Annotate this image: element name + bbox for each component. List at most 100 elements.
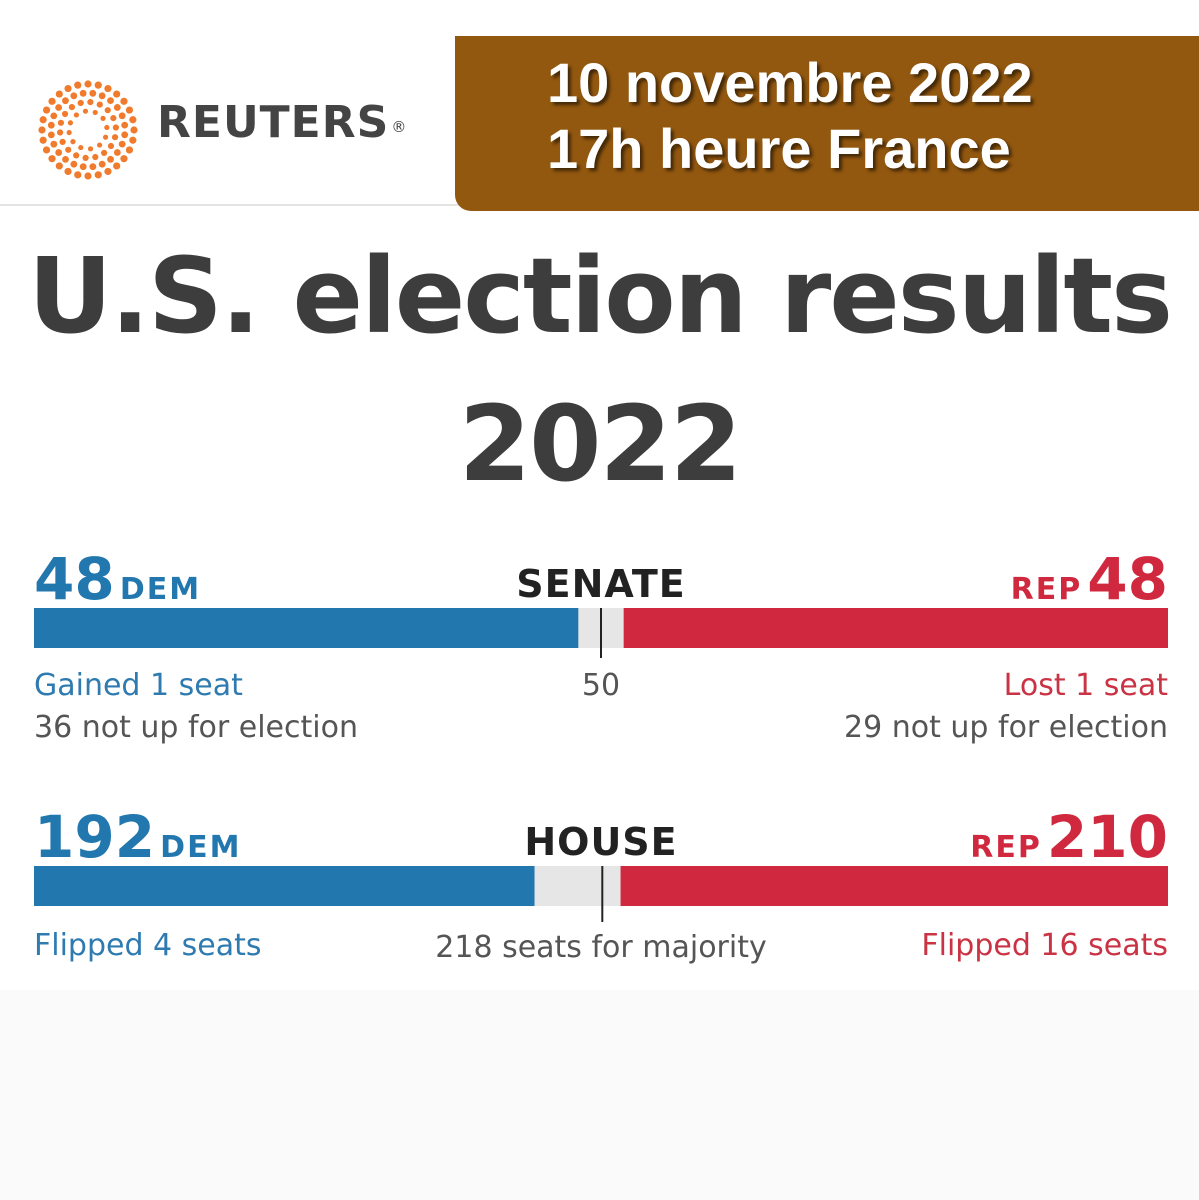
logo-dot-24 (113, 90, 121, 98)
logo-dot-45 (79, 89, 87, 97)
logo-dot-68 (110, 115, 117, 122)
logo-dot-80 (100, 115, 106, 121)
page-title: U.S. election results 2022 (0, 222, 1199, 518)
logo-dot-11 (48, 155, 56, 163)
logo-dot-25 (120, 97, 128, 105)
senate-rep-label: REP (1010, 572, 1083, 607)
logo-dot-8 (74, 171, 82, 179)
logo-dot-22 (94, 81, 102, 89)
logo-dot-41 (50, 112, 58, 120)
logo-dot-9 (64, 167, 72, 176)
house-dem-label: DEM (160, 830, 242, 865)
logo-dot-21 (84, 80, 92, 88)
logo-dot-39 (47, 131, 55, 139)
logo-dot-56 (82, 154, 89, 161)
title-line-1: U.S. election results (27, 235, 1173, 357)
logo-dot-72 (87, 146, 94, 152)
senate-section: 48 DEM SENATE REP 48 Gained 1 seat 36 no… (34, 548, 1168, 748)
logo-dot-74 (70, 139, 76, 145)
logo-dot-12 (42, 146, 51, 154)
logo-dot-51 (121, 121, 129, 129)
logo-dot-17 (48, 97, 56, 105)
logo-dot-35 (70, 160, 78, 168)
footer-area (0, 990, 1199, 1200)
house-rep-change: Flipped 16 seats (921, 928, 1168, 963)
title-line-2: 2022 (458, 383, 742, 505)
logo-dot-32 (98, 160, 106, 168)
logo-dot-5 (104, 167, 112, 176)
logo-dot-37 (55, 149, 63, 156)
house-threshold-label: 218 seats for majority (435, 930, 767, 965)
house-rep-head: REP 210 (970, 806, 1168, 868)
logo-dot-1 (129, 136, 137, 144)
logo-dot-64 (77, 99, 84, 107)
logo-dot-42 (55, 104, 63, 111)
logo-dot-61 (57, 119, 65, 126)
senate-dem-head: 48 DEM (34, 548, 201, 610)
logo-dot-60 (57, 129, 64, 136)
house-dem-change: Flipped 4 seats (34, 928, 262, 963)
logo-dot-63 (68, 103, 75, 111)
logo-dot-47 (98, 92, 106, 100)
logo-dot-38 (50, 140, 58, 148)
senate-dem-label: DEM (119, 572, 202, 607)
senate-dem-bar (34, 608, 579, 648)
logo-dot-27 (129, 116, 137, 124)
senate-rep-head: REP 48 (1011, 548, 1168, 610)
house-rep-label: REP (970, 830, 1042, 865)
logo-dot-31 (107, 155, 114, 163)
logo-dot-44 (70, 92, 78, 100)
house-rep-bar (620, 866, 1168, 906)
logo-dot-55 (92, 153, 99, 161)
senate-rep-not-up: 29 not up for election (844, 710, 1168, 745)
house-title: HOUSE (524, 820, 678, 864)
logo-dot-26 (125, 106, 134, 114)
logo-dot-15 (39, 116, 47, 124)
logo-dot-2 (125, 146, 134, 154)
house-dem-seats: 192 (34, 803, 156, 871)
logo-dot-20 (74, 81, 82, 89)
logo-dot-67 (104, 107, 111, 114)
date-line: 10 novembre 2022 (547, 51, 1033, 114)
logo-dot-65 (87, 99, 94, 106)
logo-dot-70 (102, 134, 109, 140)
senate-bar (34, 608, 1168, 658)
logo-dot-49 (113, 104, 121, 111)
house-dem-bar (34, 866, 535, 906)
senate-dem-not-up: 36 not up for election (34, 710, 358, 745)
logo-dot-10 (55, 162, 63, 170)
senate-threshold-label: 50 (581, 668, 621, 703)
logo-dot-13 (39, 136, 47, 144)
senate-dem-seats: 48 (34, 545, 115, 613)
logo-dot-23 (104, 84, 112, 93)
date-banner: 10 novembre 2022 17h heure France (455, 36, 1199, 211)
logo-dot-73 (78, 144, 84, 151)
logo-dot-77 (73, 112, 79, 118)
logo-dot-58 (65, 146, 72, 153)
house-section: 192 DEM HOUSE REP 210 Flipped 4 seats 21… (34, 806, 1168, 986)
logo-dot-52 (111, 134, 119, 141)
logo-dot-66 (96, 101, 103, 108)
logo-dot-46 (89, 89, 97, 97)
logo-dot-30 (113, 149, 121, 156)
reuters-logo-text: REUTERS ® (157, 97, 408, 148)
logo-dot-40 (47, 121, 55, 129)
logo-dot-19 (64, 84, 72, 93)
logo-dot-7 (84, 172, 92, 180)
logo-dot-79 (92, 109, 98, 116)
logo-dot-3 (120, 155, 128, 163)
logo-dot-71 (97, 142, 103, 148)
logo-dot-14 (38, 126, 46, 134)
logo-dot-34 (79, 163, 87, 171)
time-line: 17h heure France (547, 117, 1011, 180)
house-dem-head: 192 DEM (34, 806, 241, 868)
logo-dot-43 (62, 97, 69, 105)
logo-dot-36 (62, 155, 69, 163)
logo-dot-81 (104, 124, 110, 131)
senate-dem-change: Gained 1 seat (34, 668, 243, 703)
logo-dot-75 (66, 129, 72, 136)
logo-dot-53 (107, 142, 115, 150)
logo-dot-28 (121, 131, 129, 139)
house-bar (34, 866, 1168, 922)
logo-dot-57 (73, 152, 80, 159)
